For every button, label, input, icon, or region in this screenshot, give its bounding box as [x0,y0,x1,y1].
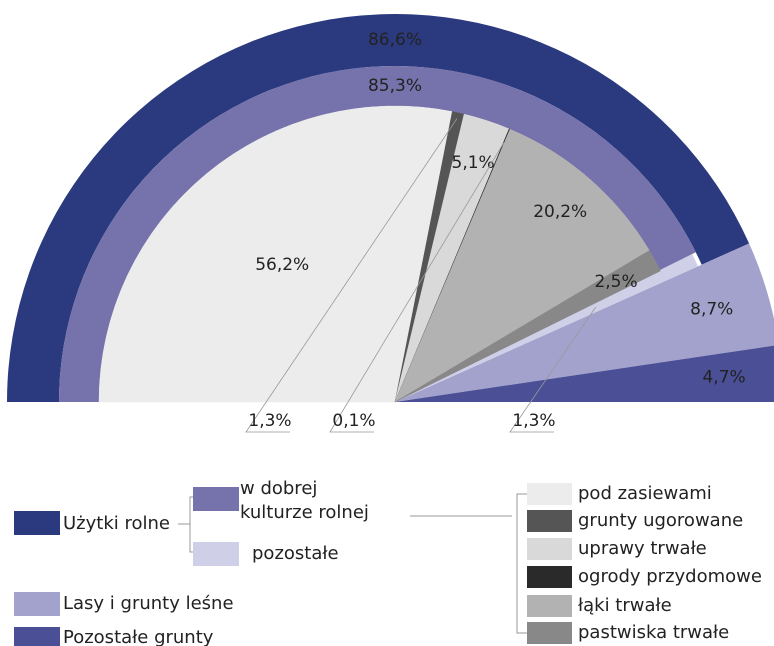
legend-label: Użytki rolne [63,513,170,534]
legend-label: ogrody przydomowe [578,566,762,587]
outer-segment [395,243,774,402]
legend-swatch [527,510,572,532]
legend-label: pozostałe [252,543,339,564]
outer-segment [395,345,774,402]
value-label: 20,2% [533,202,587,222]
inner-segment [98,105,453,403]
legend-swatch [527,622,572,644]
inner-segment [394,128,650,403]
value-label: 1,3% [512,411,555,431]
legend-swatch [527,595,572,617]
value-label: 1,3% [248,411,291,431]
legend-swatch [14,592,60,616]
leader-line [509,306,597,433]
value-label: 4,7% [702,368,745,388]
middle-segment [395,254,699,402]
value-label: 8,7% [690,299,733,319]
legend-label: pastwiska trwałe [578,622,729,643]
legend-swatch [193,542,239,566]
inner-segment [394,250,661,403]
middle-segment [59,65,696,402]
legend-label: w dobrej kulturze rolnej [240,478,369,523]
value-label: 2,5% [594,272,637,292]
legend-label: łąki trwałe [578,595,672,616]
value-label: 56,2% [255,255,309,275]
legend-label: Pozostałe grunty [63,627,214,646]
outer-segment [7,14,750,403]
legend-swatch [193,487,239,511]
legend-label: pod zasiewami [578,483,712,504]
legend-swatch [527,566,572,588]
value-label: 0,1% [332,411,375,431]
value-label: 5,1% [452,153,495,173]
legend-label: grunty ugorowane [578,510,743,531]
value-label: 85,3% [368,76,422,96]
leader-line [329,142,505,433]
legend-swatch [527,483,572,505]
legend-bracket [516,493,527,634]
value-label: 86,6% [368,30,422,50]
legend-label: Lasy i grunty leśne [63,593,234,614]
legend-swatch [14,627,60,646]
leader-line [245,118,458,433]
legend-label: uprawy trwałe [578,538,707,559]
legend-swatch [14,511,60,535]
legend-swatch [527,538,572,560]
